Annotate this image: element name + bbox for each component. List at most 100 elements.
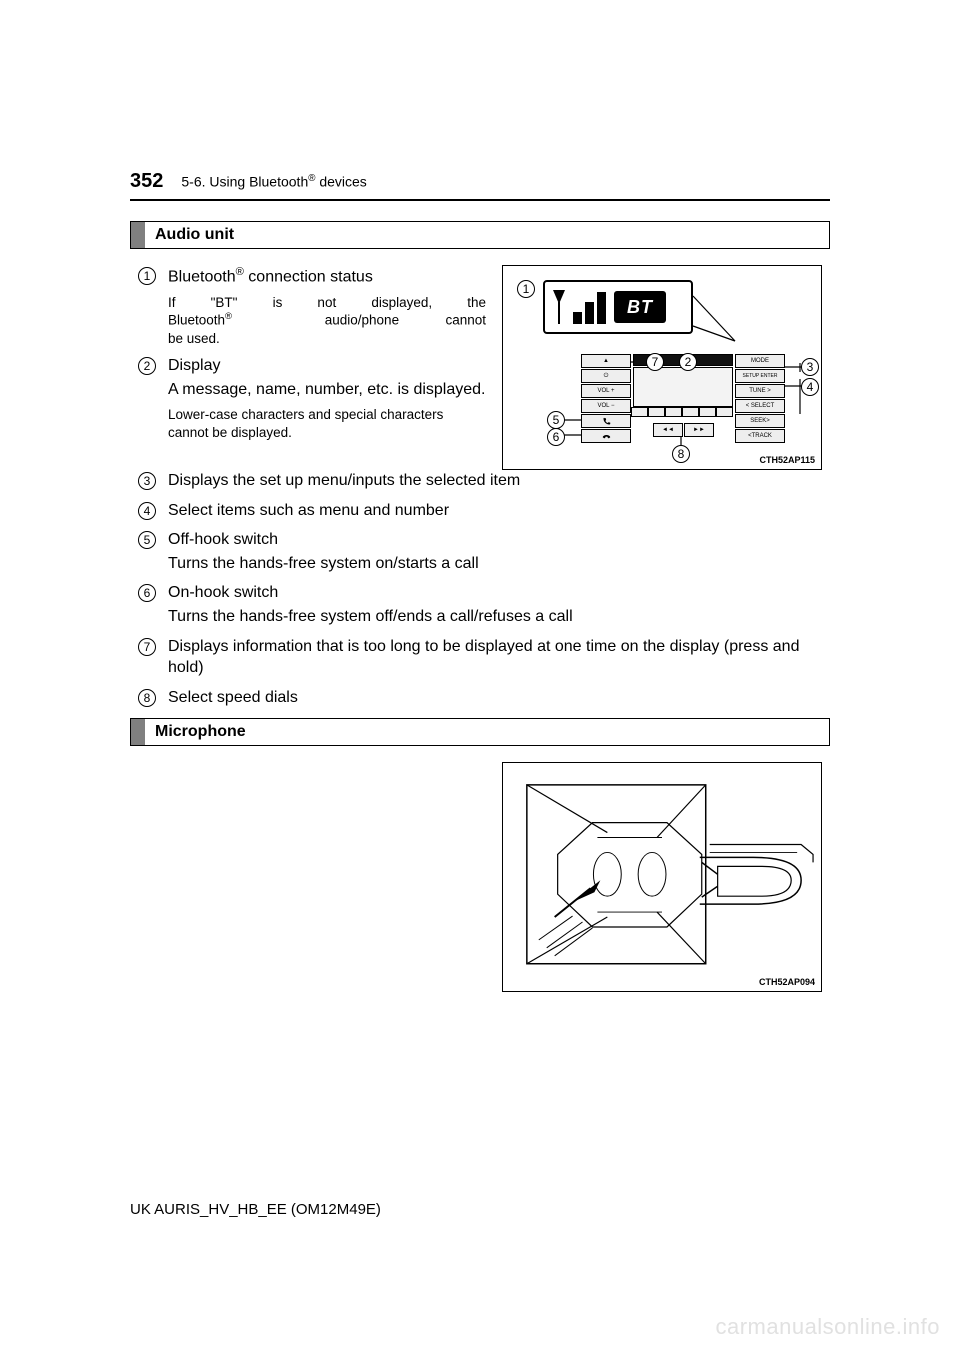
item-5-sub: Turns the hands-free system on/starts a … xyxy=(168,553,822,575)
preset-3 xyxy=(665,407,682,417)
marker-6: 6 xyxy=(138,582,160,627)
preset-2 xyxy=(648,407,665,417)
item-1-note-l2-mid: audio/phone xyxy=(278,313,399,328)
list-item-2: 2 Display A message, name, number, etc. … xyxy=(138,355,486,441)
section-head-microphone: Microphone xyxy=(130,718,830,746)
mode-button: MODE xyxy=(735,354,785,368)
item-8-body: Select speed dials xyxy=(168,687,822,709)
watermark-text: carmanualsonline.info xyxy=(715,1314,940,1340)
audio-unit-top-row: 1 Bluetooth® connection status If "BT" i… xyxy=(138,265,822,470)
item-1-note-l2: Bluetooth® audio/phone cannot xyxy=(168,311,486,329)
item-1-note-l1: If "BT" is not displayed, the xyxy=(168,294,486,312)
bar-3 xyxy=(597,292,606,324)
marker-5: 5 xyxy=(138,529,160,574)
circled-6: 6 xyxy=(138,584,156,602)
section-label-microphone: Microphone xyxy=(145,719,829,745)
callout-1: 1 xyxy=(517,280,535,298)
rew-button: ◄◄ xyxy=(653,423,683,437)
list-item-8: 8 Select speed dials xyxy=(138,687,822,709)
circled-1: 1 xyxy=(138,267,156,285)
item-6-sub: Turns the hands-free system off/ends a c… xyxy=(168,606,822,628)
eject-button: ▲ xyxy=(581,354,631,368)
microphone-content: CTH52AP094 xyxy=(130,762,830,992)
preset-1 xyxy=(631,407,648,417)
callout-5: 5 xyxy=(547,411,565,429)
bar-1 xyxy=(573,312,582,324)
header-rule xyxy=(130,199,830,201)
marker-3: 3 xyxy=(138,470,160,492)
item-1-title: Bluetooth® connection status xyxy=(168,265,486,288)
section-bar-mic xyxy=(131,719,145,745)
setup-enter-button: SETUP ENTER xyxy=(735,369,785,383)
circled-2: 2 xyxy=(138,357,156,375)
tune-button: TUNE > xyxy=(735,384,785,398)
item-5-title: Off-hook switch xyxy=(168,529,822,551)
footer-text: UK AURIS_HV_HB_EE (OM12M49E) xyxy=(130,1201,381,1218)
callout-3-n: 3 xyxy=(801,358,819,376)
callout-4-n: 4 xyxy=(801,378,819,396)
item-1-note-l2-post: cannot xyxy=(445,313,486,328)
preset-6 xyxy=(716,407,733,417)
on-hook-button xyxy=(581,429,631,443)
callout-7-n: 7 xyxy=(646,353,664,371)
circled-5: 5 xyxy=(138,531,156,549)
section-label-audio-unit: Audio unit xyxy=(145,222,829,248)
callout-6-n: 6 xyxy=(547,428,565,446)
list-item-6: 6 On-hook switch Turns the hands-free sy… xyxy=(138,582,822,627)
select-button: < SELECT xyxy=(735,399,785,413)
circled-3: 3 xyxy=(138,472,156,490)
figure-code-audio: CTH52AP115 xyxy=(759,455,815,465)
item-2-note: Lower-case characters and special charac… xyxy=(168,406,486,441)
item-6-title: On-hook switch xyxy=(168,582,822,604)
callout-2-n: 2 xyxy=(679,353,697,371)
item-1-note-l2-pre: Bluetooth xyxy=(168,313,225,328)
marker-7: 7 xyxy=(138,636,160,679)
item-1-note-l3: be used. xyxy=(168,330,486,348)
page: 352 5-6. Using Bluetooth® devices Audio … xyxy=(0,0,960,1358)
circled-4: 4 xyxy=(138,502,156,520)
preset-row xyxy=(631,407,733,417)
section-bar xyxy=(131,222,145,248)
item-4-body: Select items such as menu and number xyxy=(168,500,822,522)
callout-6: 6 xyxy=(547,428,565,446)
preset-4 xyxy=(682,407,699,417)
callout-2: 2 xyxy=(679,353,697,371)
bt-badge: BT xyxy=(614,291,666,323)
figure-code-mic: CTH52AP094 xyxy=(759,977,815,987)
off-hook-button xyxy=(581,414,631,428)
callout-8: 8 xyxy=(672,445,690,463)
item-1-title-pre: Bluetooth xyxy=(168,268,236,285)
section-head-audio-unit: Audio unit xyxy=(130,221,830,249)
figure-audio-unit: 1 BT xyxy=(502,265,822,470)
callout-1-n: 1 xyxy=(517,280,535,298)
bar-2 xyxy=(585,302,594,324)
figure-col-audio: 1 BT xyxy=(502,265,822,470)
callout-4: 4 xyxy=(801,378,819,396)
audio-unit-content: 1 Bluetooth® connection status If "BT" i… xyxy=(130,265,830,708)
figure-microphone: CTH52AP094 xyxy=(502,762,822,992)
item-1-title-post: connection status xyxy=(244,268,373,285)
preset-5 xyxy=(699,407,716,417)
callout-3: 3 xyxy=(801,358,819,376)
phone-icon xyxy=(602,417,611,426)
microphone-diagram xyxy=(503,763,821,992)
phone-down-icon xyxy=(602,432,611,441)
page-number: 352 xyxy=(130,170,163,193)
antenna-icon xyxy=(553,290,565,324)
list-item-5: 5 Off-hook switch Turns the hands-free s… xyxy=(138,529,822,574)
item-2-body: Display A message, name, number, etc. is… xyxy=(168,355,486,441)
breadcrumb: 5-6. Using Bluetooth® devices xyxy=(181,173,366,190)
circled-7: 7 xyxy=(138,638,156,656)
power-button: ⏻ xyxy=(581,369,631,383)
callout-8-n: 8 xyxy=(672,445,690,463)
item-1-body: Bluetooth® connection status If "BT" is … xyxy=(168,265,486,347)
list-item-1: 1 Bluetooth® connection status If "BT" i… xyxy=(138,265,486,347)
breadcrumb-pre: 5-6. Using Bluetooth xyxy=(181,174,308,190)
callout-5-n: 5 xyxy=(547,411,565,429)
ffwd-button: ►► xyxy=(684,423,714,437)
signal-bars-icon xyxy=(573,290,606,324)
item-1-note-l2-sup: ® xyxy=(225,311,232,322)
circled-8: 8 xyxy=(138,689,156,707)
item-2-sub: A message, name, number, etc. is display… xyxy=(168,379,486,401)
item-7-body: Displays information that is too long to… xyxy=(168,636,822,679)
